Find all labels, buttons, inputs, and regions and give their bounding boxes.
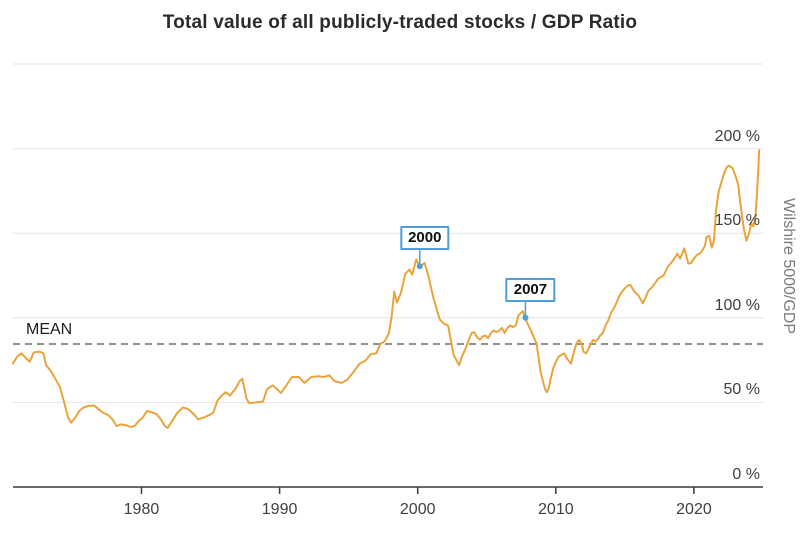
y-axis-title: Wilshire 5000/GDP — [780, 198, 797, 335]
chart-title: Total value of all publicly-traded stock… — [162, 12, 638, 33]
annotation-dot-2007 — [522, 314, 529, 321]
series-line-wilshire-gdp — [12, 149, 761, 429]
annotation-dot-2000 — [416, 263, 423, 270]
